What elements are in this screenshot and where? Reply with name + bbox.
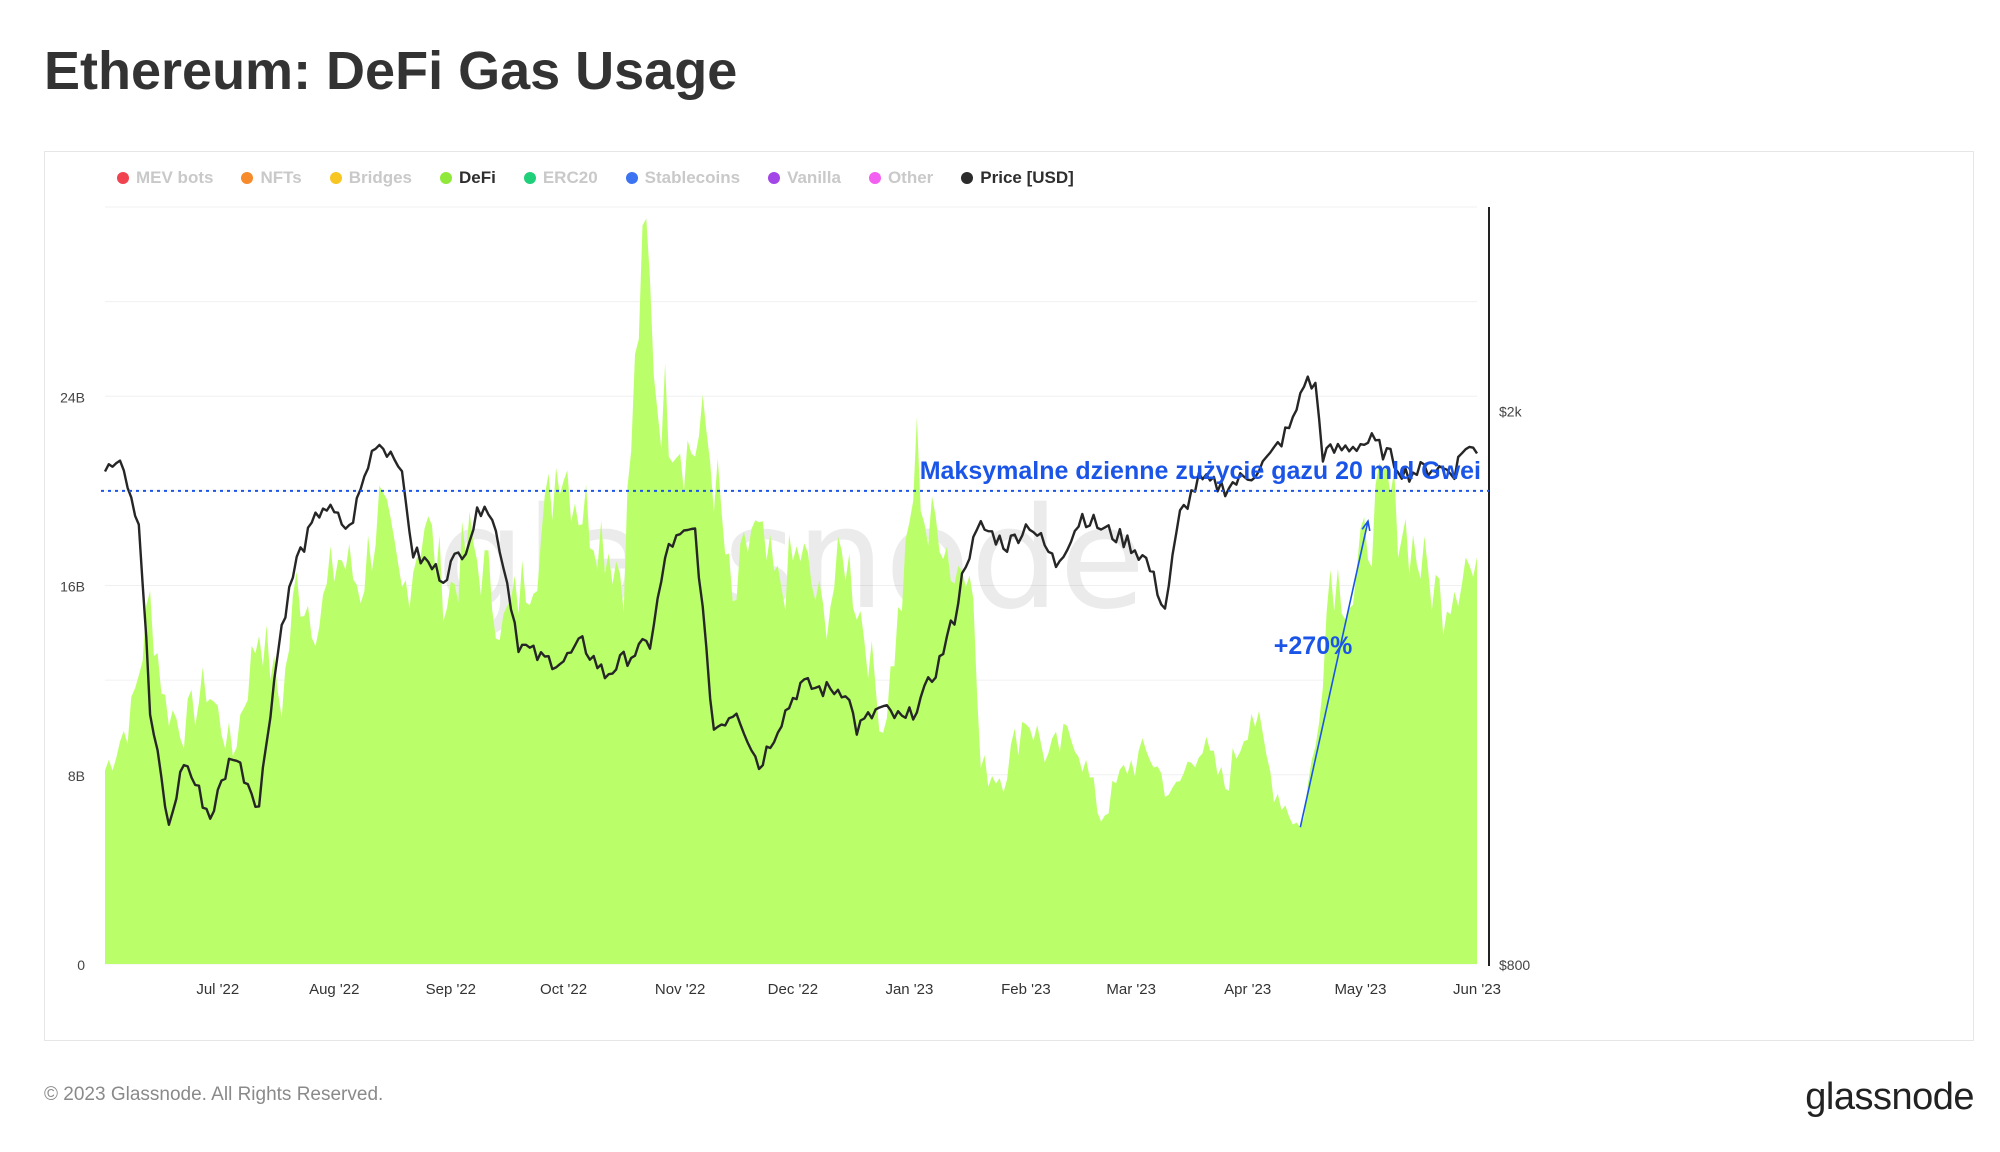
legend-item-mev-bots[interactable]: MEV bots (117, 168, 213, 188)
chart-panel: MEV bots NFTs Bridges DeFi ERC20 Stablecoins V… (44, 151, 1974, 1041)
chart-canvas: 0 8B 16B 24B $800 $2k Jul '22 Aug '22 Sep '22 Oct… (60, 206, 1530, 998)
legend-item-other[interactable]: Other (868, 168, 934, 188)
reference-line-label: Maksymalne dzienne zużycie gazu 20 mld G… (920, 457, 1481, 485)
legend-item-bridges[interactable]: Bridges (329, 168, 412, 188)
y-right-tick-label: $800 (1499, 957, 1530, 973)
y-right-tick-label: $2k (1499, 403, 1523, 419)
x-tick-label: Jul '22 (196, 981, 239, 998)
legend-label: NFTs (260, 168, 302, 187)
y-left-tick-label: 8B (68, 768, 85, 784)
copyright-footer: © 2023 Glassnode. All Rights Reserved. (44, 1084, 384, 1105)
legend-dot-icon (440, 172, 452, 184)
legend-label: Stablecoins (644, 168, 741, 187)
y-left-tick-label: 24B (60, 389, 85, 405)
legend-label: Price [USD] (980, 168, 1074, 187)
x-tick-label: Aug '22 (309, 981, 359, 998)
x-tick-label: Apr '23 (1224, 981, 1271, 998)
x-tick-label: May '23 (1334, 981, 1386, 998)
legend-label: MEV bots (136, 168, 214, 187)
x-tick-label: Mar '23 (1106, 981, 1156, 998)
legend-label: Other (887, 168, 934, 187)
legend-item-vanilla[interactable]: Vanilla (768, 168, 841, 188)
x-tick-label: Jan '23 (885, 981, 933, 998)
annotation-arrowhead-icon (1361, 519, 1371, 532)
x-tick-label: Nov '22 (655, 981, 705, 998)
y-left-tick-label: 0 (77, 957, 85, 973)
legend: MEV bots NFTs Bridges DeFi ERC20 Stablecoins V… (117, 168, 1074, 188)
x-tick-label: Jun '23 (1453, 981, 1501, 998)
x-tick-label: Feb '23 (1001, 981, 1051, 998)
page-title: Ethereum: DeFi Gas Usage (44, 41, 738, 101)
price-line (103, 375, 1478, 826)
x-tick-label: Dec '22 (768, 981, 818, 998)
legend-label: Bridges (348, 168, 412, 187)
annotation-label: +270% (1274, 632, 1353, 660)
legend-dot-icon (329, 172, 342, 184)
legend-item-stablecoins[interactable]: Stablecoins (625, 168, 741, 188)
legend-item-price-usd[interactable]: Price [USD] (961, 168, 1074, 188)
legend-item-erc20[interactable]: ERC20 (523, 168, 598, 188)
legend-item-defi[interactable]: DeFi (440, 168, 496, 188)
legend-dot-icon (868, 172, 881, 184)
glassnode-logo[interactable]: glassnode (1805, 1076, 1974, 1118)
legend-dot-icon (241, 172, 254, 184)
legend-dot-icon (117, 172, 129, 184)
legend-dot-icon (523, 172, 536, 184)
legend-dot-icon (768, 172, 781, 184)
annotation-arrow (1299, 520, 1369, 828)
y-left-tick-label: 16B (60, 579, 85, 595)
legend-dot-icon (961, 172, 974, 184)
legend-label: ERC20 (542, 168, 598, 187)
legend-label: DeFi (459, 168, 496, 187)
legend-item-nfts[interactable]: NFTs (241, 168, 302, 188)
legend-label: Vanilla (787, 168, 841, 187)
legend-dot-icon (625, 172, 638, 184)
x-tick-label: Oct '22 (540, 981, 587, 998)
x-tick-label: Sep '22 (426, 981, 476, 998)
defi-area (105, 218, 1477, 965)
